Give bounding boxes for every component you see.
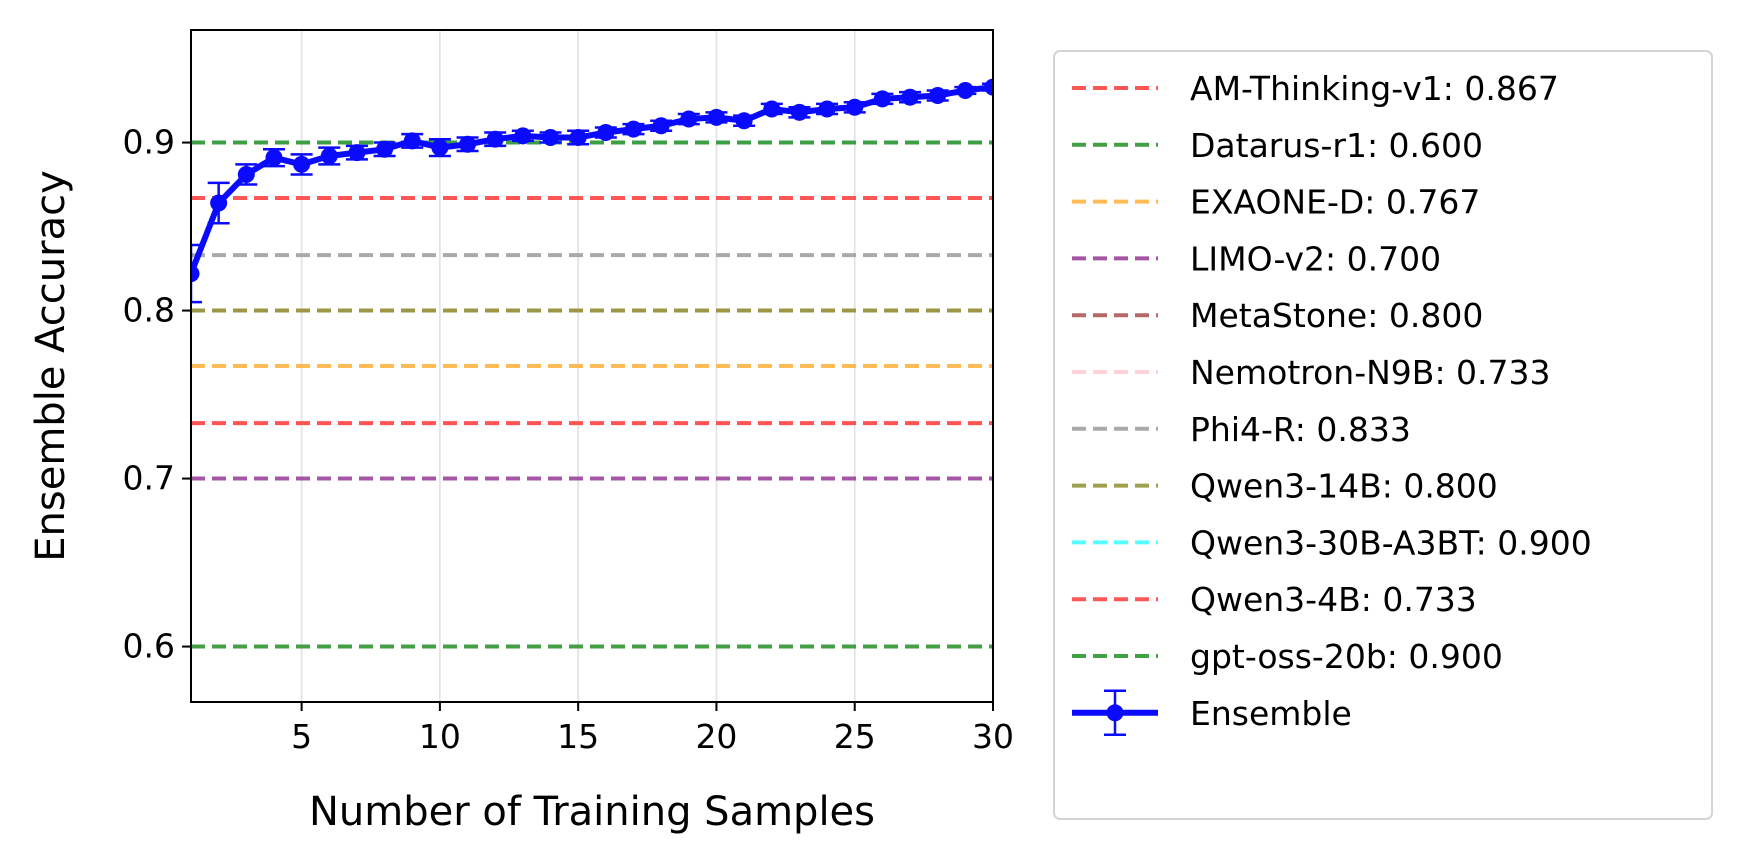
- ensemble-point: [984, 78, 993, 96]
- ensemble-point: [320, 147, 338, 165]
- plot-frame: [190, 29, 994, 703]
- legend-entry: gpt-oss-20b: 0.900: [1072, 637, 1503, 676]
- legend-entry: Qwen3-30B-A3BT: 0.900: [1072, 523, 1592, 562]
- legend-label: MetaStone: 0.800: [1190, 296, 1483, 335]
- legend-label: EXAONE-D: 0.767: [1190, 183, 1480, 222]
- baselines-layer: [191, 140, 993, 649]
- legend-label: AM-Thinking-v1: 0.867: [1190, 69, 1559, 108]
- ensemble-point: [680, 110, 698, 128]
- ensemble-point: [790, 103, 808, 121]
- legend-label: Nemotron-N9B: 0.733: [1190, 353, 1551, 392]
- legend-label: Ensemble: [1190, 694, 1352, 733]
- y-tick-label: 0.7: [123, 459, 175, 498]
- ensemble-point: [735, 112, 753, 130]
- ensemble-point: [403, 132, 421, 150]
- legend-entry: Datarus-r1: 0.600: [1072, 126, 1483, 165]
- ensemble-point: [348, 144, 366, 162]
- x-axis-label: Number of Training Samples: [309, 789, 875, 835]
- ensemble-point: [929, 87, 947, 105]
- ensemble-point: [376, 140, 394, 158]
- ensemble-point: [707, 108, 725, 126]
- legend-entry: Nemotron-N9B: 0.733: [1072, 353, 1551, 392]
- y-tick-label: 0.8: [123, 291, 175, 330]
- ensemble-point: [569, 129, 587, 147]
- ensemble-point: [624, 120, 642, 138]
- legend-label: gpt-oss-20b: 0.900: [1190, 637, 1503, 676]
- ensemble-point: [542, 129, 560, 147]
- legend-label: Qwen3-14B: 0.800: [1190, 467, 1498, 506]
- ensemble-point: [956, 81, 974, 99]
- legend: AM-Thinking-v1: 0.867 Datarus-r1: 0.600 EX…: [1053, 50, 1713, 820]
- x-tick-label: 15: [557, 717, 599, 756]
- x-tick-label: 20: [695, 717, 737, 756]
- ensemble-point: [486, 130, 504, 148]
- legend-label: Qwen3-4B: 0.733: [1190, 580, 1477, 619]
- y-tick-label: 0.9: [123, 123, 175, 162]
- ensemble-point: [459, 135, 477, 153]
- legend-entry: LIMO-v2: 0.700: [1072, 239, 1441, 278]
- legend-label: Qwen3-30B-A3BT: 0.900: [1190, 523, 1592, 562]
- legend-frame: [1053, 50, 1713, 820]
- legend-label: Phi4-R: 0.833: [1190, 410, 1411, 449]
- legend-entry: EXAONE-D: 0.767: [1072, 183, 1480, 222]
- ensemble-point: [818, 100, 836, 118]
- ensemble-point: [237, 165, 255, 183]
- legend-entry: Qwen3-14B: 0.800: [1072, 467, 1498, 506]
- ensemble-point: [763, 100, 781, 118]
- legend-swatch-marker: [1106, 704, 1124, 722]
- x-tick-label: 5: [291, 717, 312, 756]
- y-tick-label: 0.6: [123, 627, 175, 666]
- legend-entry: AM-Thinking-v1: 0.867: [1072, 69, 1559, 108]
- legend-label: LIMO-v2: 0.700: [1190, 239, 1441, 278]
- x-tick-label: 10: [419, 717, 461, 756]
- y-axis-label: Ensemble Accuracy: [28, 170, 74, 561]
- ensemble-point: [431, 139, 449, 157]
- x-axis: 5 10 15 20 25 30: [291, 702, 1014, 756]
- ensemble-point: [293, 155, 311, 173]
- x-tick-label: 25: [834, 717, 876, 756]
- legend-entry: Ensemble: [1072, 689, 1352, 737]
- ensemble-point: [514, 127, 532, 145]
- legend-label: Datarus-r1: 0.600: [1190, 126, 1483, 165]
- legend-entry: Qwen3-4B: 0.733: [1072, 580, 1477, 619]
- legend-entry: MetaStone: 0.800: [1072, 296, 1483, 335]
- ensemble-point: [652, 117, 670, 135]
- ensemble-point: [901, 88, 919, 106]
- ensemble-series-line: [191, 84, 993, 275]
- ensemble-point: [191, 265, 200, 283]
- error-bar: [191, 243, 202, 304]
- ensemble-point: [873, 90, 891, 108]
- series-layer: [191, 78, 993, 304]
- ensemble-point: [846, 98, 864, 116]
- x-tick-label: 30: [972, 717, 1014, 756]
- ensemble-point: [597, 123, 615, 141]
- ensemble-point: [210, 194, 228, 212]
- y-axis: 0.6 0.7 0.8 0.9: [123, 123, 191, 666]
- legend-entry: Phi4-R: 0.833: [1072, 410, 1411, 449]
- ensemble-point: [265, 149, 283, 167]
